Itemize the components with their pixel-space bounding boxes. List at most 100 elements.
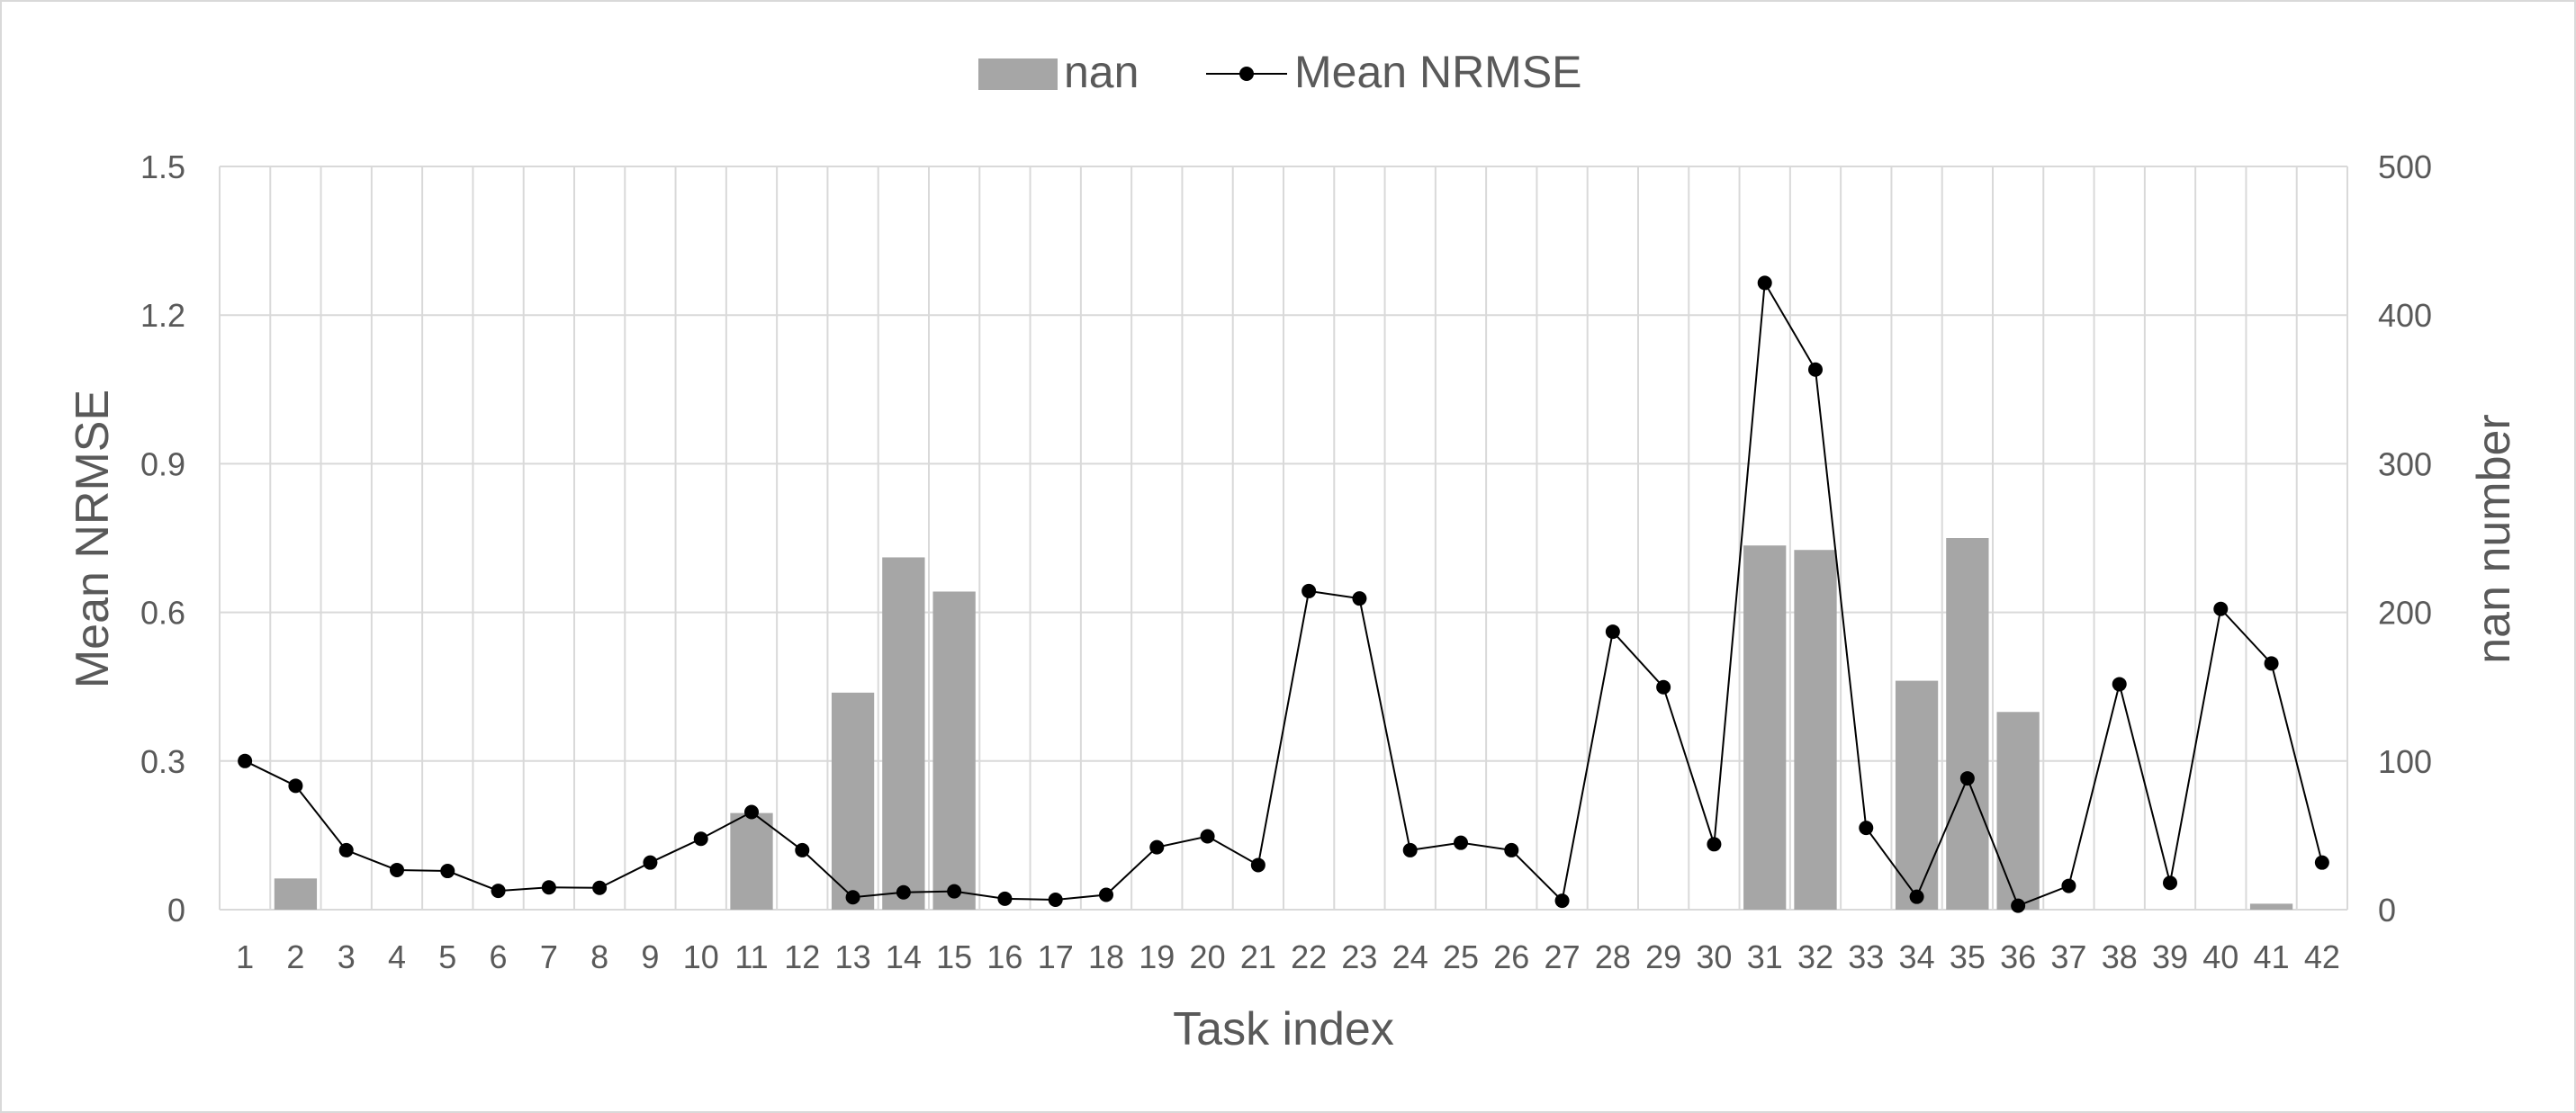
- x-tick-label: 34: [1899, 938, 1935, 975]
- legend-label-nan: nan: [1064, 47, 1139, 97]
- bar-41: [2249, 903, 2293, 910]
- line-series-mean-nrmse: [238, 275, 2329, 913]
- x-tick-label: 29: [1645, 938, 1681, 975]
- x-tick-label: 25: [1443, 938, 1479, 975]
- legend-swatch-mean-nrmse-marker: [1239, 67, 1254, 81]
- x-tick-label: 24: [1392, 938, 1428, 975]
- bar-14: [882, 557, 925, 910]
- x-tick-label: 13: [835, 938, 871, 975]
- point-40: [2213, 601, 2229, 616]
- point-8: [592, 880, 608, 895]
- x-axis-title: Task index: [1173, 1003, 1394, 1055]
- point-26: [1504, 842, 1519, 857]
- x-tick-label: 8: [590, 938, 608, 975]
- x-tick-label: 35: [1950, 938, 1986, 975]
- bar-15: [932, 591, 976, 910]
- bar-13: [831, 692, 875, 910]
- point-27: [1554, 893, 1570, 909]
- x-tick-label: 21: [1240, 938, 1276, 975]
- bar-32: [1794, 550, 1837, 910]
- x-tick-label: 22: [1291, 938, 1327, 975]
- x-tick-label: 42: [2304, 938, 2340, 975]
- point-37: [2061, 878, 2076, 893]
- x-tick-label: 12: [784, 938, 820, 975]
- x-tick-label: 23: [1341, 938, 1377, 975]
- x-tick-label: 3: [338, 938, 356, 975]
- bar-36: [1996, 712, 2040, 910]
- bar-11: [730, 812, 773, 910]
- point-28: [1605, 624, 1620, 640]
- point-41: [2264, 656, 2279, 671]
- point-19: [1149, 839, 1165, 855]
- x-tick-label: 31: [1747, 938, 1783, 975]
- x-tick-label: 20: [1190, 938, 1226, 975]
- mean-nrmse-line: [244, 280, 2323, 907]
- point-22: [1302, 583, 1317, 598]
- y-left-tick-label: 0: [167, 892, 185, 929]
- x-tick-label: 36: [2000, 938, 2036, 975]
- x-tick-label: 27: [1545, 938, 1581, 975]
- x-tick-label: 37: [2050, 938, 2086, 975]
- point-2: [288, 778, 303, 794]
- x-tick-label: 14: [886, 938, 922, 975]
- point-17: [1048, 892, 1063, 907]
- point-32: [1808, 362, 1823, 377]
- point-3: [338, 842, 354, 857]
- point-39: [2163, 875, 2177, 891]
- y-left-tick-label: 1.5: [140, 148, 185, 185]
- legend-label-mean-nrmse: Mean NRMSE: [1294, 47, 1582, 97]
- bar-35: [1946, 538, 1989, 910]
- x-tick-label: 38: [2102, 938, 2138, 975]
- point-31: [1757, 275, 1772, 291]
- bar-series-nan: [274, 538, 2293, 910]
- point-13: [845, 890, 860, 905]
- x-tick-label: 28: [1595, 938, 1631, 975]
- x-tick-label: 16: [986, 938, 1022, 975]
- point-20: [1200, 829, 1215, 844]
- point-14: [896, 884, 911, 900]
- x-tick-label: 7: [540, 938, 558, 975]
- x-tick-label: 41: [2254, 938, 2290, 975]
- point-24: [1402, 842, 1418, 857]
- x-tick-label: 5: [438, 938, 456, 975]
- x-tick-label: 9: [641, 938, 659, 975]
- bar-31: [1743, 545, 1787, 910]
- point-34: [1909, 889, 1924, 904]
- x-tick-label: 19: [1139, 938, 1175, 975]
- gridlines: [219, 166, 2348, 911]
- y-left-tick-label: 0.9: [140, 445, 185, 482]
- point-33: [1859, 821, 1874, 836]
- y-right-tick-label: 200: [2378, 595, 2432, 632]
- y-right-tick-label: 500: [2378, 148, 2432, 185]
- y-left-tick-label: 1.2: [140, 297, 185, 334]
- point-16: [997, 891, 1013, 906]
- point-7: [541, 880, 556, 895]
- point-11: [744, 804, 759, 820]
- x-tick-label: 26: [1493, 938, 1529, 975]
- y-axis-right-title: nan number: [2468, 414, 2520, 664]
- point-18: [1099, 887, 1113, 902]
- point-21: [1250, 857, 1265, 873]
- point-23: [1352, 591, 1367, 606]
- legend: nan Mean NRMSE: [978, 47, 1582, 97]
- point-10: [693, 831, 708, 847]
- x-tick-label: 18: [1088, 938, 1124, 975]
- point-42: [2314, 855, 2329, 870]
- x-tick-label: 32: [1797, 938, 1833, 975]
- legend-swatch-nan: [978, 58, 1058, 90]
- point-12: [795, 842, 810, 857]
- y-right-tick-label: 400: [2378, 297, 2432, 334]
- x-tick-label: 11: [734, 938, 768, 975]
- point-1: [238, 753, 253, 768]
- y-axis-left-title: Mean NRMSE: [67, 390, 119, 688]
- bar-2: [274, 878, 318, 910]
- point-38: [2112, 677, 2127, 692]
- y-left-tick-label: 0.6: [140, 595, 185, 632]
- x-tick-label: 15: [936, 938, 972, 975]
- x-tick-label: 4: [388, 938, 406, 975]
- x-tick-label: 33: [1848, 938, 1884, 975]
- point-4: [390, 862, 404, 877]
